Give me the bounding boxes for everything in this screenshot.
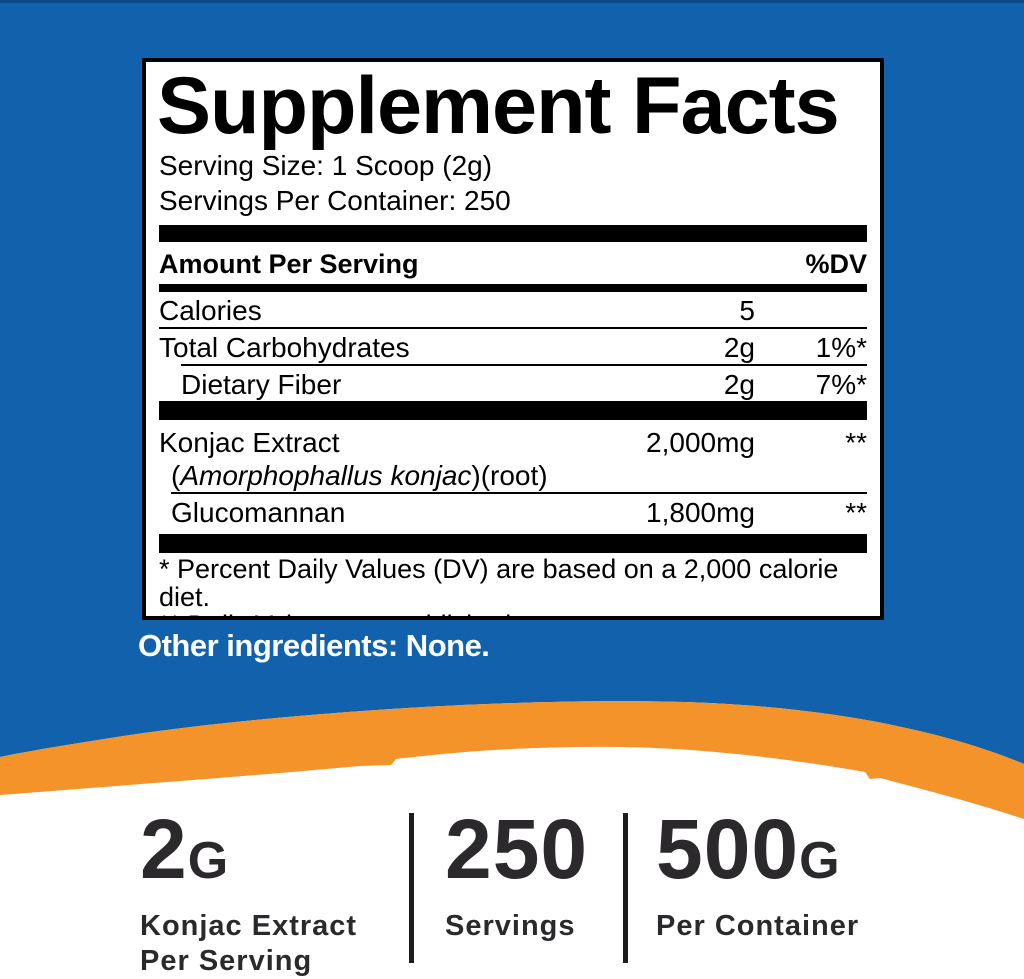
nutrient-name: Dietary Fiber — [181, 369, 342, 400]
row-separator — [159, 327, 867, 329]
stat-divider — [623, 813, 628, 963]
orange-swoosh-shape — [0, 701, 1024, 819]
stat-unit: G — [187, 832, 230, 890]
nutrient-row-konjac-extract: Konjac Extract (Amorphophallus konjac)(r… — [159, 420, 867, 492]
nutrient-dv: 7%* — [815, 369, 867, 400]
nutrient-name: Total Carbohydrates — [159, 332, 410, 363]
stat-label-line: Per Serving — [140, 945, 313, 977]
divider-bar-thick — [159, 401, 867, 420]
nutrient-amount: 2g — [723, 332, 755, 363]
nutrient-amount: 1,800mg — [646, 497, 755, 528]
dv-header: %DV — [805, 249, 867, 279]
amount-per-serving-header: Amount Per Serving — [159, 249, 419, 279]
nutrient-row-glucomannan: Glucomannan 1,800mg ** — [159, 494, 867, 529]
supplement-facts-panel: Supplement Facts Serving Size: 1 Scoop (… — [142, 58, 884, 620]
stat-per-container: 500G Per Container — [656, 807, 859, 944]
stat-value: 2G — [140, 807, 357, 903]
nutrient-amount: 2g — [723, 369, 755, 400]
stat-value: 250 — [445, 807, 588, 903]
stat-label: Servings — [445, 909, 588, 944]
table-header-row: Amount Per Serving %DV — [159, 242, 867, 284]
stat-number: 2 — [140, 802, 188, 896]
other-ingredients-label: Other ingredients: None. — [138, 628, 490, 663]
serving-size-line: Serving Size: 1 Scoop (2g) — [159, 150, 493, 181]
nutrient-name: Calories — [159, 295, 262, 326]
latin-open: ( — [171, 460, 181, 491]
latin-name: (Amorphophallus konjac)(root) — [159, 459, 605, 492]
stat-label-line: Per Container — [656, 910, 860, 942]
stat-value: 500G — [656, 807, 859, 903]
stat-unit: G — [799, 832, 841, 890]
stat-label-line: Servings — [445, 910, 576, 942]
latin-close: )(root) — [471, 460, 548, 491]
divider-bar-thick — [159, 225, 867, 242]
nutrient-dv: ** — [845, 497, 867, 528]
stat-divider — [409, 813, 414, 963]
nutrient-amount: 5 — [739, 295, 755, 326]
footnote-not-established: ** Daily Value not established. — [159, 611, 867, 616]
stat-konjac-per-serving: 2G Konjac Extract Per Serving — [140, 807, 357, 979]
row-separator-indented — [181, 364, 867, 366]
stat-number: 500 — [656, 802, 800, 896]
nutrient-name: Konjac Extract (Amorphophallus konjac)(r… — [159, 426, 605, 492]
row-separator-indented — [171, 492, 867, 494]
footnotes: * Percent Daily Values (DV) are based on… — [159, 554, 867, 616]
divider-bar-medium — [159, 284, 867, 292]
nutrient-dv: ** — [845, 427, 867, 458]
nutrient-row-dietary-fiber: Dietary Fiber 2g 7%* — [159, 366, 867, 401]
blue-top-edge-shade — [0, 0, 1024, 3]
stat-number: 250 — [445, 802, 589, 896]
nutrient-name: Glucomannan — [171, 497, 346, 528]
servings-per-container-line: Servings Per Container: 250 — [159, 185, 511, 216]
panel-title: Supplement Facts — [157, 61, 840, 151]
nutrient-row-calories: Calories 5 — [159, 292, 867, 327]
footnote-dv: * Percent Daily Values (DV) are based on… — [159, 554, 839, 612]
nutrient-row-total-carbohydrates: Total Carbohydrates 2g 1%* — [159, 329, 867, 364]
stat-label: Per Container — [656, 909, 859, 944]
latin-italic: Amorphophallus konjac — [180, 460, 472, 491]
nutrient-amount: 2,000mg — [646, 427, 755, 458]
divider-bar-thick — [159, 534, 867, 553]
nutrient-dv: 1%* — [815, 332, 867, 363]
stat-servings: 250 Servings — [445, 807, 588, 944]
nutrient-name-text: Konjac Extract — [159, 427, 340, 458]
stat-label-line: Konjac Extract — [140, 910, 358, 942]
